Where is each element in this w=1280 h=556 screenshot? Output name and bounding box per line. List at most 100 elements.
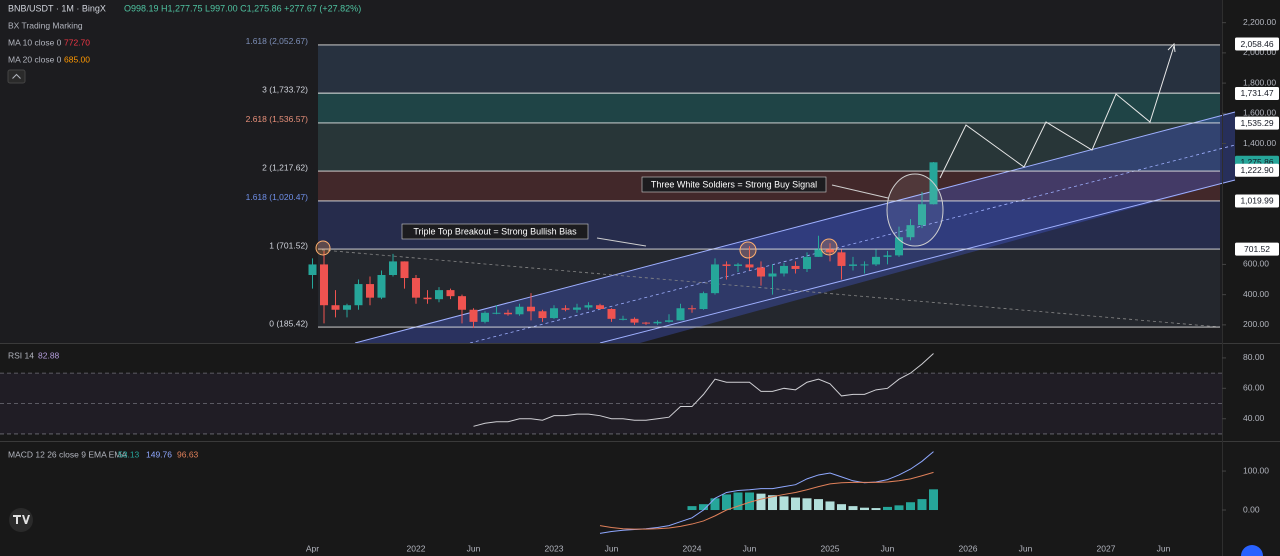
x-tick-label: Jun: [1157, 543, 1171, 553]
channel-lower: [599, 179, 1236, 344]
macd-histogram-bar: [710, 498, 720, 511]
candle-body: [331, 305, 340, 310]
macd-histogram-bar: [906, 502, 915, 511]
candle-body: [619, 318, 627, 320]
annotation: Triple Top Breakout = Strong Bullish Bia…: [413, 226, 577, 236]
candle-body: [688, 308, 696, 310]
price-tag: [1235, 163, 1279, 177]
top-marker: [820, 238, 838, 256]
candle-body: [745, 264, 754, 268]
nav-button[interactable]: [1241, 545, 1263, 556]
candle-body: [826, 249, 834, 253]
macd-histogram-bar: [756, 493, 766, 511]
macd-histogram-bar: [825, 501, 835, 511]
top-marker: [739, 241, 757, 259]
fib-zones: [318, 44, 1220, 328]
y-tick-label: 100.00: [1243, 465, 1269, 475]
candle-body: [527, 306, 535, 312]
macd-histogram-bar: [745, 492, 754, 511]
y-tick-label: 600.00: [1243, 259, 1269, 269]
x-tick-label: 2026: [959, 543, 978, 553]
y-tick-label: 1,800.00: [1243, 77, 1276, 87]
candle-body: [573, 307, 581, 310]
candle-body: [446, 290, 455, 297]
candle-body: [412, 278, 420, 298]
candle-body: [665, 320, 673, 322]
signal-line: [599, 471, 934, 530]
indicators: 200.00 400.00 600.00 1,400.00 1,600.00 1,800.…: [0, 17, 1279, 553]
price-tag-label: 1,019.99: [1240, 196, 1273, 206]
price-tag-label: 1,222.90: [1240, 165, 1273, 175]
y-tick-label: 1,400.00: [1243, 138, 1276, 148]
candle-body: [308, 264, 317, 276]
candle-body: [814, 249, 823, 257]
macd-histogram-bar: [768, 495, 777, 511]
macd-histogram-bar: [779, 496, 789, 511]
candle-body: [630, 318, 639, 323]
projection: [315, 42, 1176, 259]
macd-histogram-bar: [722, 494, 731, 511]
candle-body: [343, 305, 351, 310]
macd-histogram-bar: [802, 498, 812, 511]
candle-body: [757, 267, 765, 277]
macd-histogram-bar: [883, 506, 892, 511]
macd-label: MACD 12 26 close 9 EMA EMA: [8, 449, 127, 459]
channel-upper: [354, 111, 1236, 344]
candle-body: [561, 308, 570, 310]
fib-lines: 1.618 (2,052.67) 3 (1,733.72) 2.618 (1,536…: [246, 36, 1220, 328]
candle-body: [653, 321, 662, 324]
price-tag: [1235, 116, 1279, 130]
macd-histogram-bar: [929, 489, 938, 511]
macd-histogram-bar: [860, 507, 869, 511]
candle-body: [849, 264, 857, 266]
y-tick-label: 1,600.00: [1243, 108, 1276, 118]
price-tag-label: 2,058.46: [1240, 39, 1273, 49]
candle-body: [734, 264, 742, 266]
x-tick-label: Apr: [306, 543, 319, 553]
candle-body: [883, 255, 892, 257]
candle-body: [423, 297, 432, 300]
x-tick-label: Jun: [1019, 543, 1033, 553]
x-tick-label: Jun: [467, 543, 481, 553]
y-tick-label: 400.00: [1243, 289, 1269, 299]
candle-body: [791, 265, 800, 269]
rsi-line: [473, 353, 934, 427]
top-marker: [315, 240, 331, 256]
candle-body: [906, 225, 915, 238]
x-tick-label: 2024: [683, 543, 702, 553]
x-tick-label: 2022: [407, 543, 426, 553]
macd-hist-value: 53.13: [118, 449, 140, 459]
macd-line: [599, 451, 934, 534]
fib-label: 0 (185.42): [269, 318, 308, 328]
y-tick-label: 2,200.00: [1243, 17, 1276, 27]
candle-body: [435, 290, 443, 300]
ohlc: O998.19 H1,277.75 L997.00 C1,275.86 +277…: [124, 3, 361, 13]
fib-label: 1.618 (1,020.47): [246, 192, 309, 202]
y-tick-label: 60.00: [1243, 383, 1265, 393]
candle-body: [550, 308, 558, 319]
y-tick-label: 80.00: [1243, 352, 1265, 362]
collapse-button[interactable]: [7, 69, 26, 84]
price-tag: [1235, 194, 1279, 208]
annotation: Three White Soldiers = Strong Buy Signal: [651, 179, 817, 189]
annotation-box: [401, 223, 589, 240]
price-tag-label: 1,535.29: [1240, 118, 1273, 128]
candle-body: [803, 256, 811, 269]
candle-body: [596, 305, 604, 310]
price-tag: [1235, 37, 1279, 51]
symbol: BNB/USDT · 1M · BingX: [8, 3, 106, 13]
x-tick-label: Jun: [743, 543, 757, 553]
candle-body: [918, 204, 926, 226]
fib-zone: [318, 44, 1220, 94]
indicator-name: MA 10 close 0: [8, 37, 62, 47]
candle-body: [872, 256, 880, 265]
macd-histogram-bar: [687, 506, 697, 511]
macd-histogram-bar: [699, 504, 708, 511]
candle-body: [458, 296, 466, 310]
candle-body: [400, 261, 409, 279]
candle-body: [354, 284, 363, 306]
logo: [9, 508, 33, 532]
candle-body: [895, 237, 903, 256]
y-tick-label: 40.00: [1243, 413, 1265, 423]
